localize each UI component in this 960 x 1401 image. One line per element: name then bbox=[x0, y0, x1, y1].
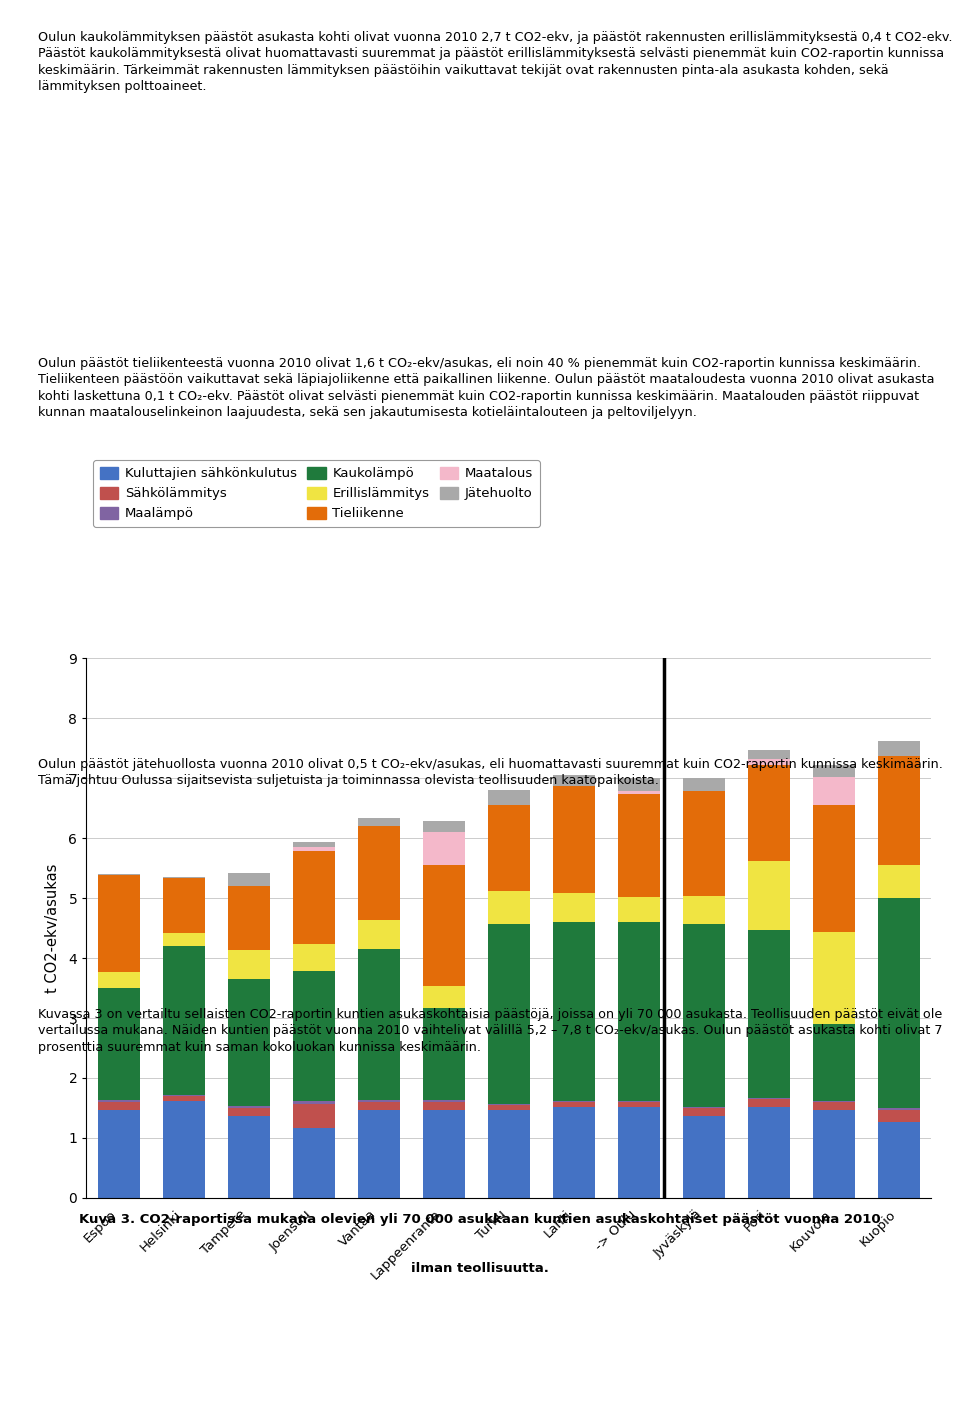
Bar bbox=[228, 978, 270, 1107]
Text: Oulun päästöt jätehuollosta vuonna 2010 olivat 0,5 t CO₂-ekv/asukas, eli huomatt: Oulun päästöt jätehuollosta vuonna 2010 … bbox=[38, 758, 944, 787]
Bar bbox=[163, 1101, 205, 1198]
Bar bbox=[422, 864, 465, 986]
Bar bbox=[293, 971, 335, 1101]
Text: Oulun päästöt tieliikenteestä vuonna 2010 olivat 1,6 t CO₂-ekv/asukas, eli noin : Oulun päästöt tieliikenteestä vuonna 201… bbox=[38, 356, 935, 419]
Bar bbox=[683, 778, 725, 792]
Bar bbox=[228, 1107, 270, 1108]
Bar bbox=[98, 874, 140, 972]
Bar bbox=[617, 1107, 660, 1198]
Bar bbox=[812, 1103, 854, 1110]
Bar bbox=[98, 972, 140, 988]
Bar bbox=[877, 1108, 920, 1110]
Y-axis label: t CO2-ekv/asukas: t CO2-ekv/asukas bbox=[45, 863, 60, 993]
Bar bbox=[617, 778, 660, 792]
Text: Kuvassa 3 on vertailtu sellaisten CO2-raportin kuntien asukaskohtaisia päästöjä,: Kuvassa 3 on vertailtu sellaisten CO2-ra… bbox=[38, 1007, 943, 1054]
Bar bbox=[358, 1100, 400, 1103]
Bar bbox=[553, 775, 595, 786]
Bar bbox=[748, 1098, 790, 1107]
Bar bbox=[488, 1105, 530, 1110]
Bar bbox=[488, 891, 530, 925]
Bar bbox=[877, 757, 920, 866]
Bar bbox=[98, 1110, 140, 1198]
Bar bbox=[877, 898, 920, 1108]
Bar bbox=[748, 862, 790, 930]
Bar bbox=[293, 1128, 335, 1198]
Text: ilman teollisuutta.: ilman teollisuutta. bbox=[411, 1261, 549, 1275]
Bar bbox=[422, 1103, 465, 1110]
Bar bbox=[748, 1107, 790, 1198]
Bar bbox=[683, 1108, 725, 1115]
Bar bbox=[617, 792, 660, 794]
Bar bbox=[228, 1108, 270, 1115]
Bar bbox=[422, 821, 465, 832]
Bar bbox=[293, 850, 335, 944]
Bar bbox=[358, 825, 400, 920]
Bar bbox=[228, 887, 270, 950]
Bar bbox=[877, 866, 920, 898]
Bar bbox=[422, 832, 465, 864]
Bar bbox=[422, 1110, 465, 1198]
Bar bbox=[422, 986, 465, 1009]
Bar bbox=[748, 750, 790, 759]
Bar bbox=[358, 920, 400, 948]
Bar bbox=[683, 1115, 725, 1198]
Bar bbox=[163, 946, 205, 1094]
Bar bbox=[228, 873, 270, 887]
Bar bbox=[488, 1110, 530, 1198]
Bar bbox=[488, 806, 530, 891]
Bar bbox=[553, 922, 595, 1101]
Bar bbox=[683, 925, 725, 1107]
Bar bbox=[98, 1100, 140, 1103]
Bar bbox=[163, 878, 205, 933]
Bar bbox=[293, 1101, 335, 1104]
Bar bbox=[358, 1110, 400, 1198]
Bar bbox=[422, 1009, 465, 1100]
Bar bbox=[553, 786, 595, 894]
Bar bbox=[358, 1103, 400, 1110]
Bar bbox=[877, 741, 920, 757]
Bar bbox=[553, 894, 595, 922]
Bar bbox=[358, 948, 400, 1100]
Bar bbox=[163, 1096, 205, 1101]
Bar bbox=[358, 818, 400, 825]
Bar bbox=[812, 806, 854, 932]
Bar bbox=[98, 988, 140, 1100]
Bar bbox=[553, 1103, 595, 1107]
Bar bbox=[293, 846, 335, 850]
Text: 7: 7 bbox=[922, 1355, 936, 1374]
Bar bbox=[488, 925, 530, 1104]
Bar bbox=[293, 1104, 335, 1128]
Bar bbox=[163, 933, 205, 946]
Bar bbox=[683, 792, 725, 895]
Bar bbox=[553, 1107, 595, 1198]
Text: CO2-RAPORTTI  |  BENVIROC OY 2012: CO2-RAPORTTI | BENVIROC OY 2012 bbox=[29, 1358, 276, 1372]
Bar bbox=[293, 842, 335, 846]
Bar bbox=[812, 776, 854, 806]
Bar bbox=[617, 794, 660, 897]
Bar bbox=[422, 1100, 465, 1103]
Bar bbox=[617, 922, 660, 1101]
Bar bbox=[748, 765, 790, 862]
Legend: Kuluttajien sähkönkulutus, Sähkölämmitys, Maalämpö, Kaukolämpö, Erillislämmitys,: Kuluttajien sähkönkulutus, Sähkölämmitys… bbox=[93, 460, 540, 527]
Bar bbox=[812, 765, 854, 776]
Bar bbox=[617, 897, 660, 922]
Bar bbox=[877, 1122, 920, 1198]
Bar bbox=[228, 950, 270, 978]
Bar bbox=[293, 944, 335, 971]
Bar bbox=[748, 759, 790, 765]
Bar bbox=[748, 930, 790, 1098]
Text: Kuva 3. CO2-raportissa mukana olevien yli 70 000 asukkaan kuntien asukaskohtaise: Kuva 3. CO2-raportissa mukana olevien yl… bbox=[79, 1212, 881, 1226]
Bar bbox=[488, 790, 530, 806]
Bar bbox=[683, 895, 725, 925]
Bar bbox=[812, 1110, 854, 1198]
Bar bbox=[812, 932, 854, 1024]
Bar bbox=[98, 1103, 140, 1110]
Bar bbox=[877, 1110, 920, 1122]
Bar bbox=[812, 1024, 854, 1101]
Bar bbox=[617, 1103, 660, 1107]
Bar bbox=[228, 1115, 270, 1198]
Text: Oulun kaukolämmityksen päästöt asukasta kohti olivat vuonna 2010 2,7 t CO2-ekv, : Oulun kaukolämmityksen päästöt asukasta … bbox=[38, 31, 953, 94]
